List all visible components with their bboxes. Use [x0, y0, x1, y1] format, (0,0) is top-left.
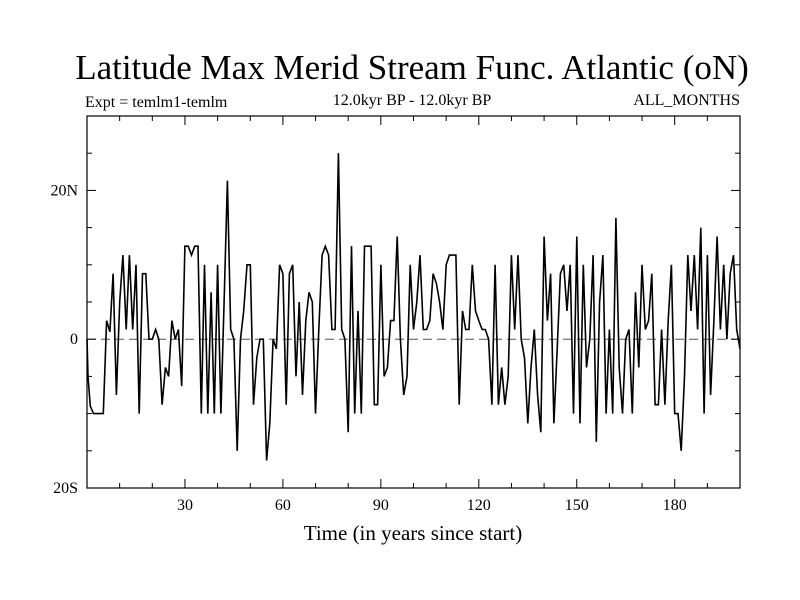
- chart-subtitle-right: ALL_MONTHS: [633, 92, 740, 109]
- y-tick-label: 0: [70, 331, 78, 348]
- plot-frame: [86, 115, 741, 489]
- chart-subtitle-center: 12.0kyr BP - 12.0kyr BP: [333, 92, 492, 109]
- chart-title: Latitude Max Merid Stream Func. Atlantic…: [75, 48, 749, 87]
- y-tick-label: 20N: [50, 182, 78, 199]
- x-tick-label: 90: [373, 497, 389, 514]
- series-line-0: [86, 153, 741, 461]
- x-tick-label: 30: [177, 497, 193, 514]
- x-axis-label: Time (in years since start): [304, 521, 523, 545]
- x-tick-label: 60: [275, 497, 291, 514]
- tick-labels-layer: 30 60 90 120 150 180 20N 0 20S: [50, 182, 686, 514]
- ticks-layer: [87, 116, 740, 488]
- x-tick-label: 120: [467, 497, 491, 514]
- series-layer: [86, 153, 741, 461]
- chart-subtitle-left: Expt = temlm1-temlm: [85, 94, 228, 111]
- x-tick-label: 180: [663, 497, 687, 514]
- x-tick-label: 150: [565, 497, 589, 514]
- y-tick-label: 20S: [53, 480, 78, 497]
